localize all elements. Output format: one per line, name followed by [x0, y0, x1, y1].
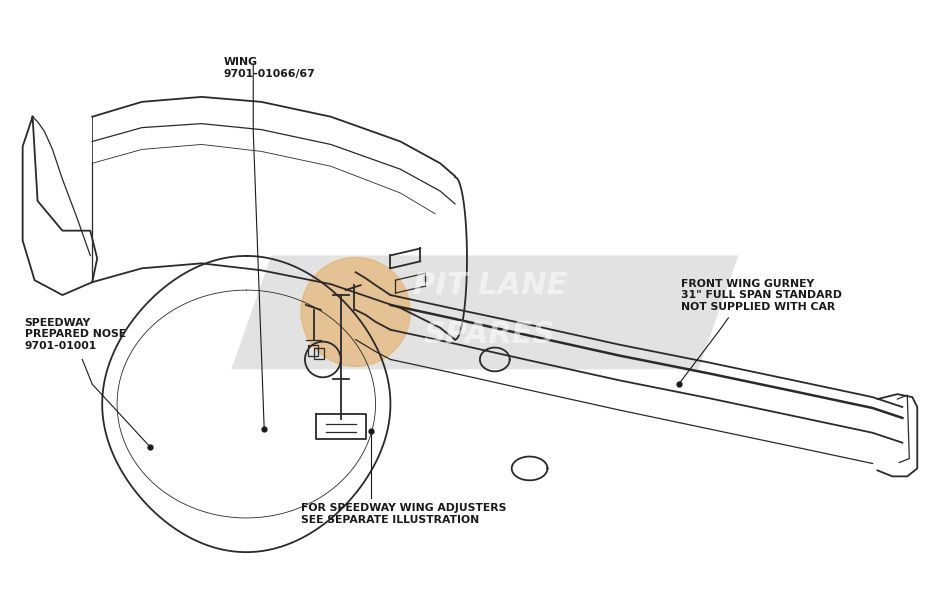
- Polygon shape: [231, 255, 738, 370]
- Text: WING
9701-01066/67: WING 9701-01066/67: [224, 57, 315, 79]
- Text: PIT LANE: PIT LANE: [413, 270, 567, 300]
- Text: FRONT WING GURNEY
31" FULL SPAN STANDARD
NOT SUPPLIED WITH CAR: FRONT WING GURNEY 31" FULL SPAN STANDARD…: [681, 279, 842, 312]
- Text: SPEEDWAY
PREPARED NOSE
9701-01001: SPEEDWAY PREPARED NOSE 9701-01001: [25, 318, 126, 351]
- Text: SPARES: SPARES: [424, 320, 556, 349]
- Circle shape: [301, 257, 411, 367]
- Text: FOR SPEEDWAY WING ADJUSTERS
SEE SEPARATE ILLUSTRATION: FOR SPEEDWAY WING ADJUSTERS SEE SEPARATE…: [301, 503, 506, 525]
